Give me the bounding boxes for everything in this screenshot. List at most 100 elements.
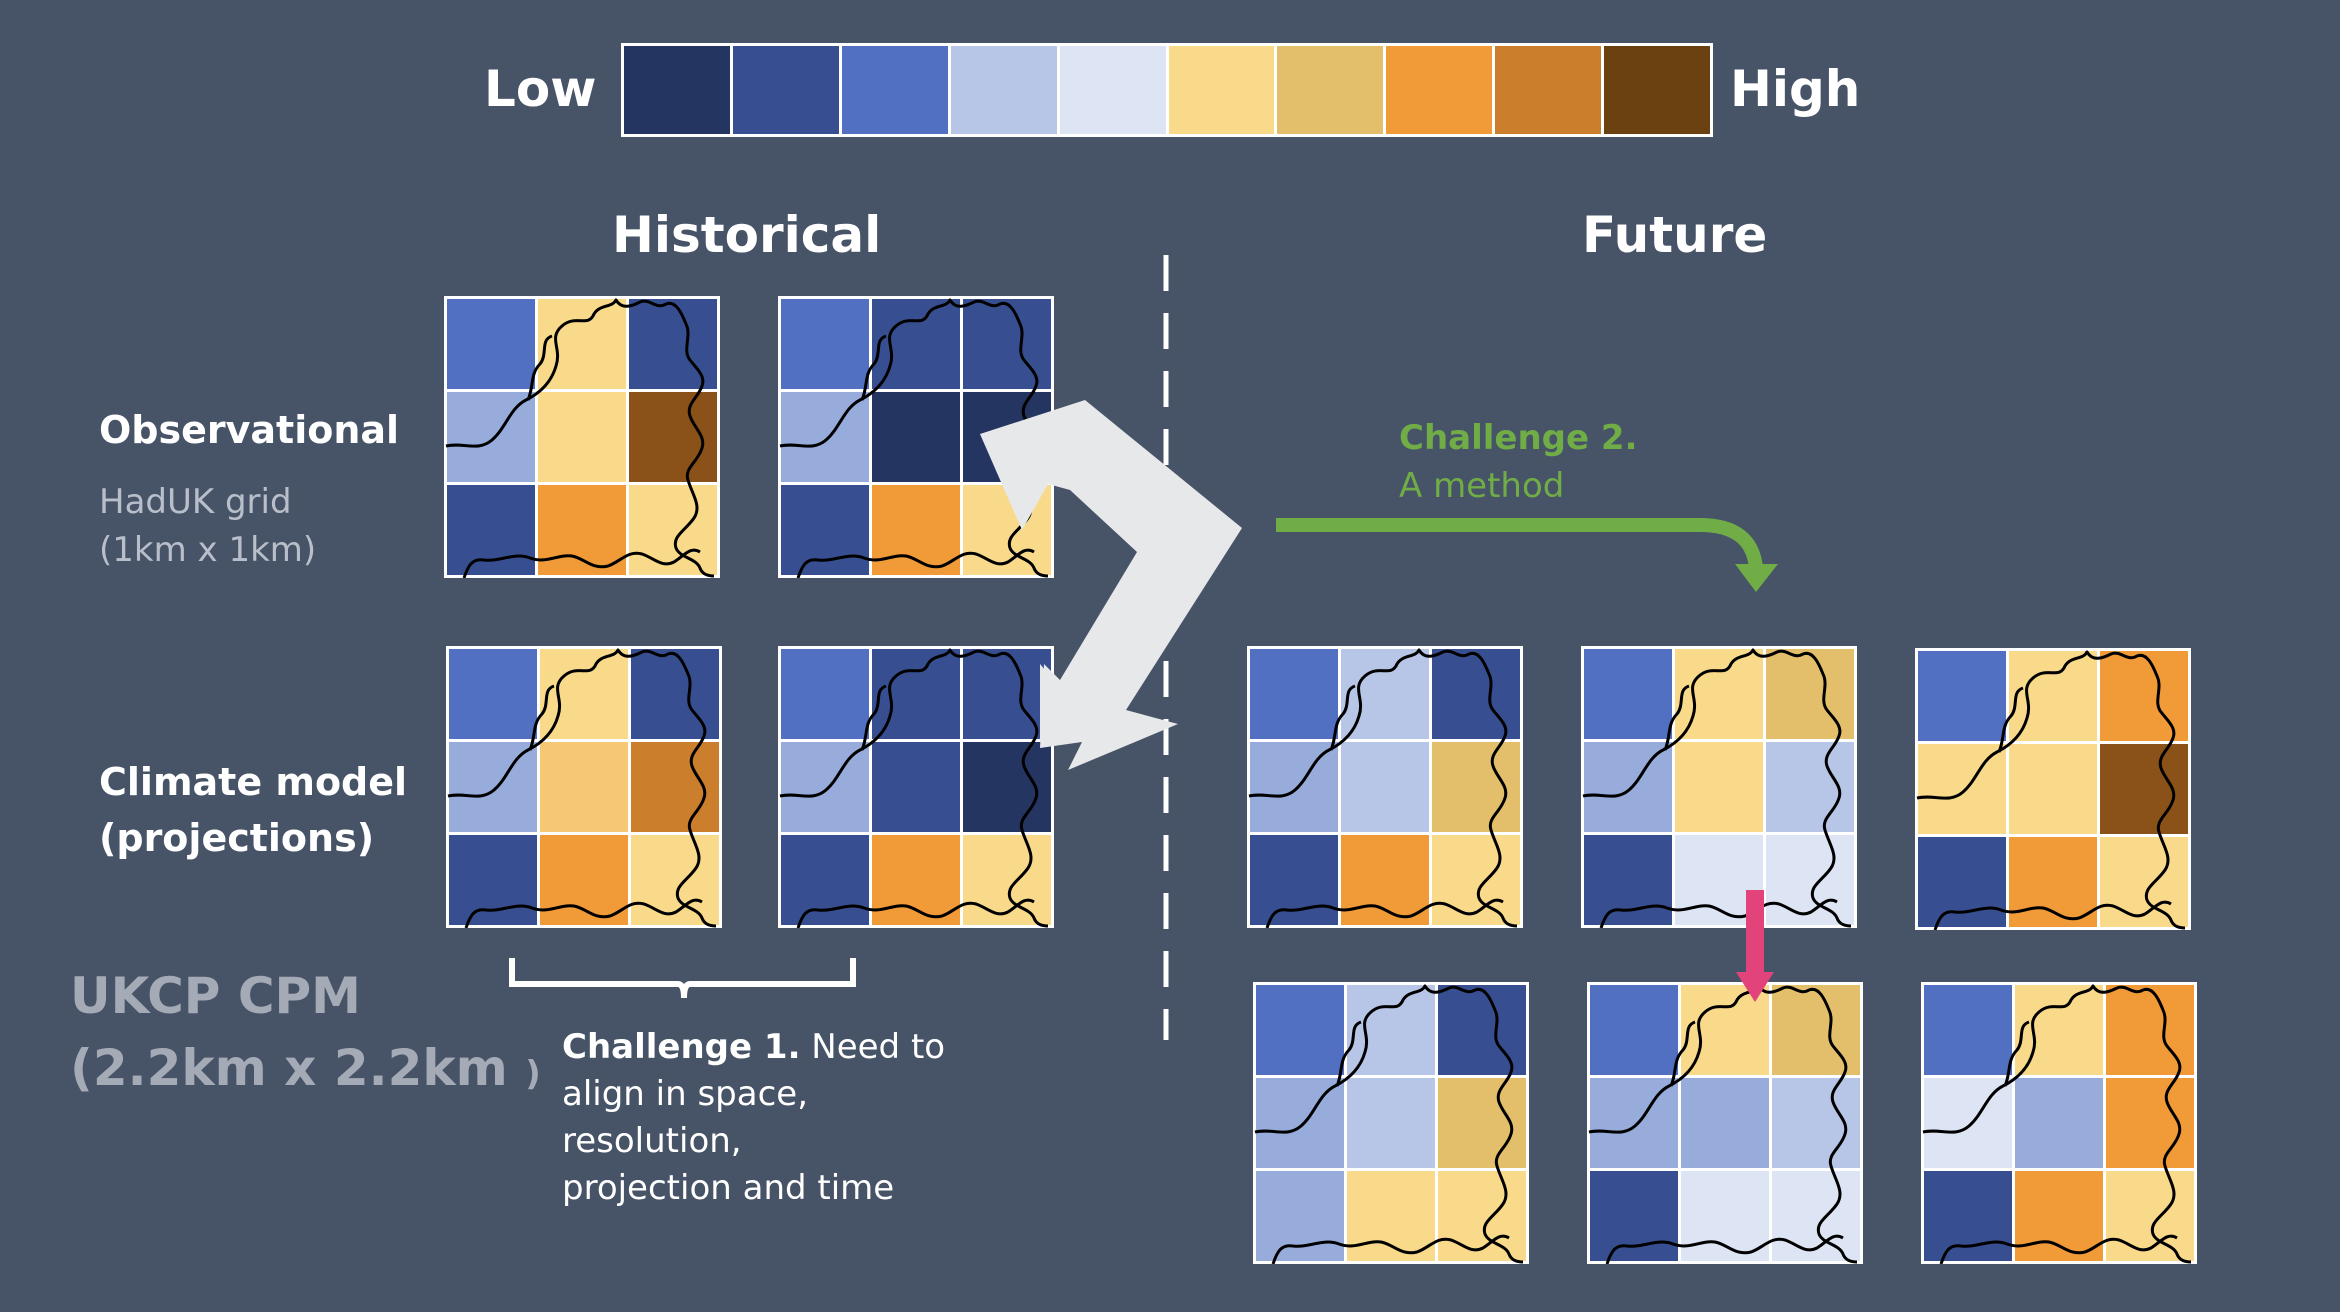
coastline-path (1939, 1234, 2178, 1264)
coastline (1582, 648, 1852, 928)
grid-cell (781, 299, 869, 389)
hadluk-grid-label: HadUK grid (99, 482, 292, 522)
scale-swatch (1277, 46, 1384, 134)
coastline-path (1271, 1234, 1510, 1264)
grid-cell (1250, 742, 1338, 832)
grid-cell (1681, 1078, 1769, 1168)
coastline-path (1997, 686, 2024, 753)
grid-cell (629, 485, 717, 575)
tile-grid (1915, 648, 2191, 930)
projections-label: (projections) (99, 816, 375, 860)
coastline (1248, 648, 1518, 928)
grid-cell (1584, 649, 1672, 739)
coastline-path (462, 548, 701, 578)
coastline-path (526, 334, 553, 401)
grid-cell (781, 742, 869, 832)
challenge-1-line2: align in space, (562, 1074, 809, 1114)
coastline-path (796, 548, 1035, 578)
tile-grid (1253, 982, 1529, 1264)
challenge-1-line3: resolution, (562, 1121, 742, 1161)
grid-cell (1341, 742, 1429, 832)
map-tile-ds-fut-1 (1253, 982, 1529, 1264)
grid-cell (1924, 1078, 2012, 1168)
grid-cell (2106, 1171, 2194, 1261)
scale-swatch (841, 46, 948, 134)
coastline-path (1605, 1234, 1844, 1264)
challenge-1-bracket (509, 958, 856, 999)
coastline-path (1248, 648, 1518, 928)
grid-cell (1918, 651, 2006, 741)
coastline (1254, 984, 1524, 1264)
grid-cell (2009, 744, 2097, 834)
coastline-path (2003, 1020, 2030, 1087)
challenge-1-line1: Challenge 1. Need to (562, 1024, 945, 1071)
challenge-2-title-text: Challenge 2. (1399, 418, 1638, 458)
challenge-2-text: Challenge 2. A method (1399, 414, 1637, 510)
scale-swatch (1168, 46, 1275, 134)
coastline (445, 298, 715, 578)
coastline-path (1588, 984, 1858, 1264)
ukcp-cpm-title: UKCP CPM (70, 967, 361, 1025)
coastline-path (1933, 900, 2172, 930)
climate-model-label: Climate model (99, 760, 408, 804)
coastline-path (1329, 684, 1356, 751)
tile-grid (446, 646, 722, 928)
grid-cell (1675, 742, 1763, 832)
ukcp-cpm-label: UKCP CPM (2.2km x 2.2km ) (70, 960, 541, 1110)
map-tile-cm-fut-1 (1247, 646, 1523, 928)
coastline-path (1916, 650, 2186, 930)
grid-cell (631, 835, 719, 925)
challenge-1-text: Challenge 1. Need to align in space, res… (562, 1024, 945, 1212)
coastline-path (1254, 984, 1524, 1264)
coastline-path (1599, 898, 1838, 928)
grid-cell (447, 392, 535, 482)
coastline-path (860, 334, 887, 401)
map-tile-ds-fut-2 (1587, 982, 1863, 1264)
grid-cell (1584, 742, 1672, 832)
grid-cell (538, 392, 626, 482)
scale-swatch (1059, 46, 1166, 134)
scale-swatch (732, 46, 839, 134)
grid-cell (872, 392, 960, 482)
grid-cell (1347, 1078, 1435, 1168)
grid-cell (781, 649, 869, 739)
scale-swatch (950, 46, 1057, 134)
coastline-path (1582, 648, 1852, 928)
hadluk-resolution-label: (1km x 1km) (99, 530, 317, 570)
tile-grid (1247, 646, 1523, 928)
coastline-path (528, 684, 555, 751)
coastline-path (1669, 1020, 1696, 1087)
coastline-path (445, 298, 715, 578)
grid-cell (1924, 985, 2012, 1075)
ukcp-resolution-text: (2.2km x 2.2km (70, 1039, 508, 1097)
scale-swatch (1386, 46, 1493, 134)
future-heading: Future (1582, 206, 1768, 264)
grid-cell (781, 392, 869, 482)
ukcp-cpm-resolution: (2.2km x 2.2km ) (70, 1032, 541, 1110)
scale-swatch (624, 46, 730, 134)
grid-cell (449, 649, 537, 739)
grid-cell (1590, 985, 1678, 1075)
challenge-2-arrowhead (1735, 564, 1778, 592)
coastline-path (860, 684, 887, 751)
coastline (779, 648, 1049, 928)
coastline-path (1335, 1020, 1362, 1087)
map-tile-ds-fut-3 (1921, 982, 2197, 1264)
grid-cell (1772, 1171, 1860, 1261)
grid-cell (1766, 835, 1854, 925)
tile-grid (1921, 982, 2197, 1264)
pink-arrow-shaft (1746, 890, 1764, 976)
coastline-path (1922, 984, 2192, 1264)
color-scale-bar (621, 43, 1713, 137)
coastline-path (1265, 898, 1504, 928)
scale-swatch (1495, 46, 1602, 134)
challenge-1-line4: projection and time (562, 1168, 895, 1208)
grid-cell (449, 742, 537, 832)
grid-cell (540, 742, 628, 832)
coastline (447, 648, 717, 928)
grid-cell (1250, 649, 1338, 739)
grid-cell (872, 742, 960, 832)
challenge-2-method: A method (1399, 466, 1565, 506)
grid-cell (2015, 1078, 2103, 1168)
